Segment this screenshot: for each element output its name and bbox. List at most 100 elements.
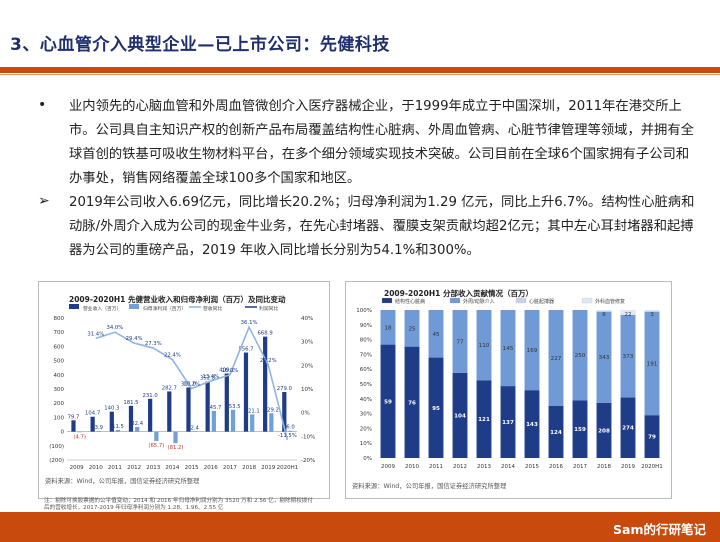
legend-label: 归母净利润（百万） [143,305,186,312]
segment-label: 25 [408,326,416,332]
profit-label: 11.5 [112,424,124,430]
segment-bar [644,310,660,312]
segment-revenue-plot: 结构性心脏病 外周/动脉介入 心脏起搏器 外科血管修复100%90%80%70%60%… [356,297,663,470]
segment-label: 3 [650,312,654,318]
segment-bar [452,372,468,458]
segment-label: 191 [647,361,658,367]
profit-label: 2.4 [190,425,199,431]
legend-swatch [69,304,79,309]
revenue-label: 352.8 [200,376,216,382]
page-title: 3、心血管介入典型企业—已上市公司：先健科技 [10,35,390,55]
x-tick-label: 2014 [165,465,179,471]
segment-label: 250 [575,353,586,359]
y-tick-label: 70% [360,352,372,358]
legend-label: 营收同比 [203,305,222,312]
profit-bar [154,431,159,441]
revenue-bar [205,381,210,432]
segment-label: 77 [456,339,464,345]
financial-paragraph: 2019年公司收入6.69亿元，同比增长20.2%；归母净利润为1.29 亿元，… [69,195,695,258]
segment-bar [620,314,636,398]
revenue-label: 79.7 [68,414,80,420]
segment-bar [380,310,396,345]
profit-bar [288,430,293,432]
x-tick-label: 2011 [108,465,122,471]
profit-label: 3.9 [95,425,103,431]
profit-label: 129.2 [264,407,279,413]
segment-bar [620,310,636,315]
y-tick-label: 0% [363,456,372,462]
segment-bar [572,310,588,401]
legend-swatch [449,297,461,304]
segment-bar [548,310,564,406]
x-tick-label: 2015 [185,465,199,471]
revenue-bar [186,387,191,432]
segment-bar [524,310,540,391]
segment-bar [644,415,660,458]
left-tick-label: 600 [54,344,65,350]
right-tick-label: 0% [301,411,310,417]
revenue-label: 140.3 [104,406,119,412]
segment-bar [500,310,516,387]
segment-label: 343 [599,355,610,361]
x-tick-label: 2012 [127,465,141,471]
legend-label: 外周/动脉介入 [463,298,495,305]
revenue-bar [109,411,114,432]
revenue-label: 556.7 [238,347,253,353]
revenue-label: 231.0 [143,393,159,399]
growth-label: 27.3% [145,341,162,347]
segment-label: 59 [384,399,392,405]
y-tick-label: 30% [360,412,372,418]
revenue-bar [282,391,287,432]
profit-label: 145.7 [206,405,221,411]
y-tick-label: 20% [360,426,372,432]
x-tick-label: 2012 [453,464,467,470]
y-tick-label: 40% [360,397,372,403]
left-tick-label: 400 [54,373,65,379]
segment-bar [596,310,612,312]
legend-swatch [381,297,393,304]
x-tick-label: 2017 [223,465,237,471]
x-tick-label: 2013 [146,465,160,471]
arrow-bullet-icon: ➢ [38,193,50,209]
segment-bar [620,397,636,458]
segment-label: 22 [624,312,631,318]
revenue-label: 181.5 [123,400,138,406]
segment-bar [500,386,516,458]
chart1-source: 资料来源：Wind，公司年报，国信证券经济研究所整理 [45,478,200,485]
x-tick-label: 2020H1 [641,464,663,470]
revenue-bar [148,398,153,432]
segment-label: 159 [574,427,586,433]
segment-bar [380,344,396,458]
profit-label: 153.5 [225,404,240,410]
x-tick-label: 2018 [242,465,256,471]
y-tick-label: 100% [356,308,372,314]
segment-label: 208 [598,428,610,434]
growth-label: 13.4% [202,374,219,380]
profit-label: 6.0 [286,425,295,431]
segment-bar [524,390,540,458]
segment-bar [476,310,492,381]
segment-label: 121 [478,417,490,423]
revenue-label: 279.0 [277,386,293,392]
segment-label: 76 [408,400,416,406]
segment-bar [596,311,612,403]
profit-bar [211,410,216,432]
segment-label: 6 [602,312,606,318]
profit-label: (81.2) [168,445,184,451]
profit-bar [115,429,121,432]
segment-bar [476,380,492,458]
x-tick-label: 2015 [525,464,539,470]
right-tick-label: 20% [301,363,313,369]
legend-swatch [515,297,527,304]
legend-swatch [129,304,139,309]
segment-bar [404,310,420,347]
profit-bar [96,431,101,432]
x-tick-label: 2017 [573,464,587,470]
revenue-bar [224,373,229,432]
x-tick-label: 2019 [621,464,635,470]
growth-label: 34.0% [107,325,124,331]
legend-label: 心脏起搏器 [529,298,554,305]
revenue-bar [243,352,249,432]
growth-label: 10.2% [183,382,200,388]
growth-label: 22.4% [164,353,181,359]
